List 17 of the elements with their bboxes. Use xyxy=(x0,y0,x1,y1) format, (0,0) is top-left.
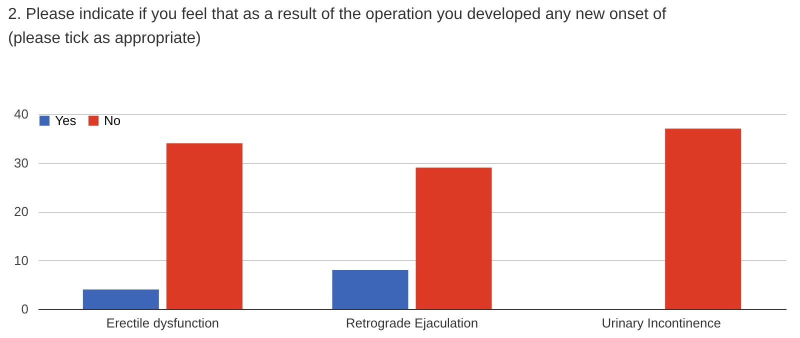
y-tick-label: 0 xyxy=(21,302,28,316)
y-tick-label: 10 xyxy=(14,252,28,268)
y-tick-label: 40 xyxy=(14,106,28,122)
bar xyxy=(332,270,408,309)
text: 2. Please indicate if you feel that as a result of the operation you developed any new onset of xyxy=(8,6,666,23)
y-tick-label: 20 xyxy=(14,204,28,219)
y-tick-label: 30 xyxy=(14,155,28,170)
bar xyxy=(166,143,242,309)
legend-label: Yes xyxy=(55,112,77,128)
x-tick-label: Urinary Incontinence xyxy=(602,316,721,330)
text: (please tick as appropriate) xyxy=(8,30,201,47)
bar xyxy=(665,128,742,309)
bar xyxy=(82,290,159,309)
x-tick-label: Retrograde Ejaculation xyxy=(346,316,478,330)
bar xyxy=(416,168,492,309)
x-tick-label: Erectile dysfunction xyxy=(106,316,220,330)
legend-label: No xyxy=(104,112,121,128)
